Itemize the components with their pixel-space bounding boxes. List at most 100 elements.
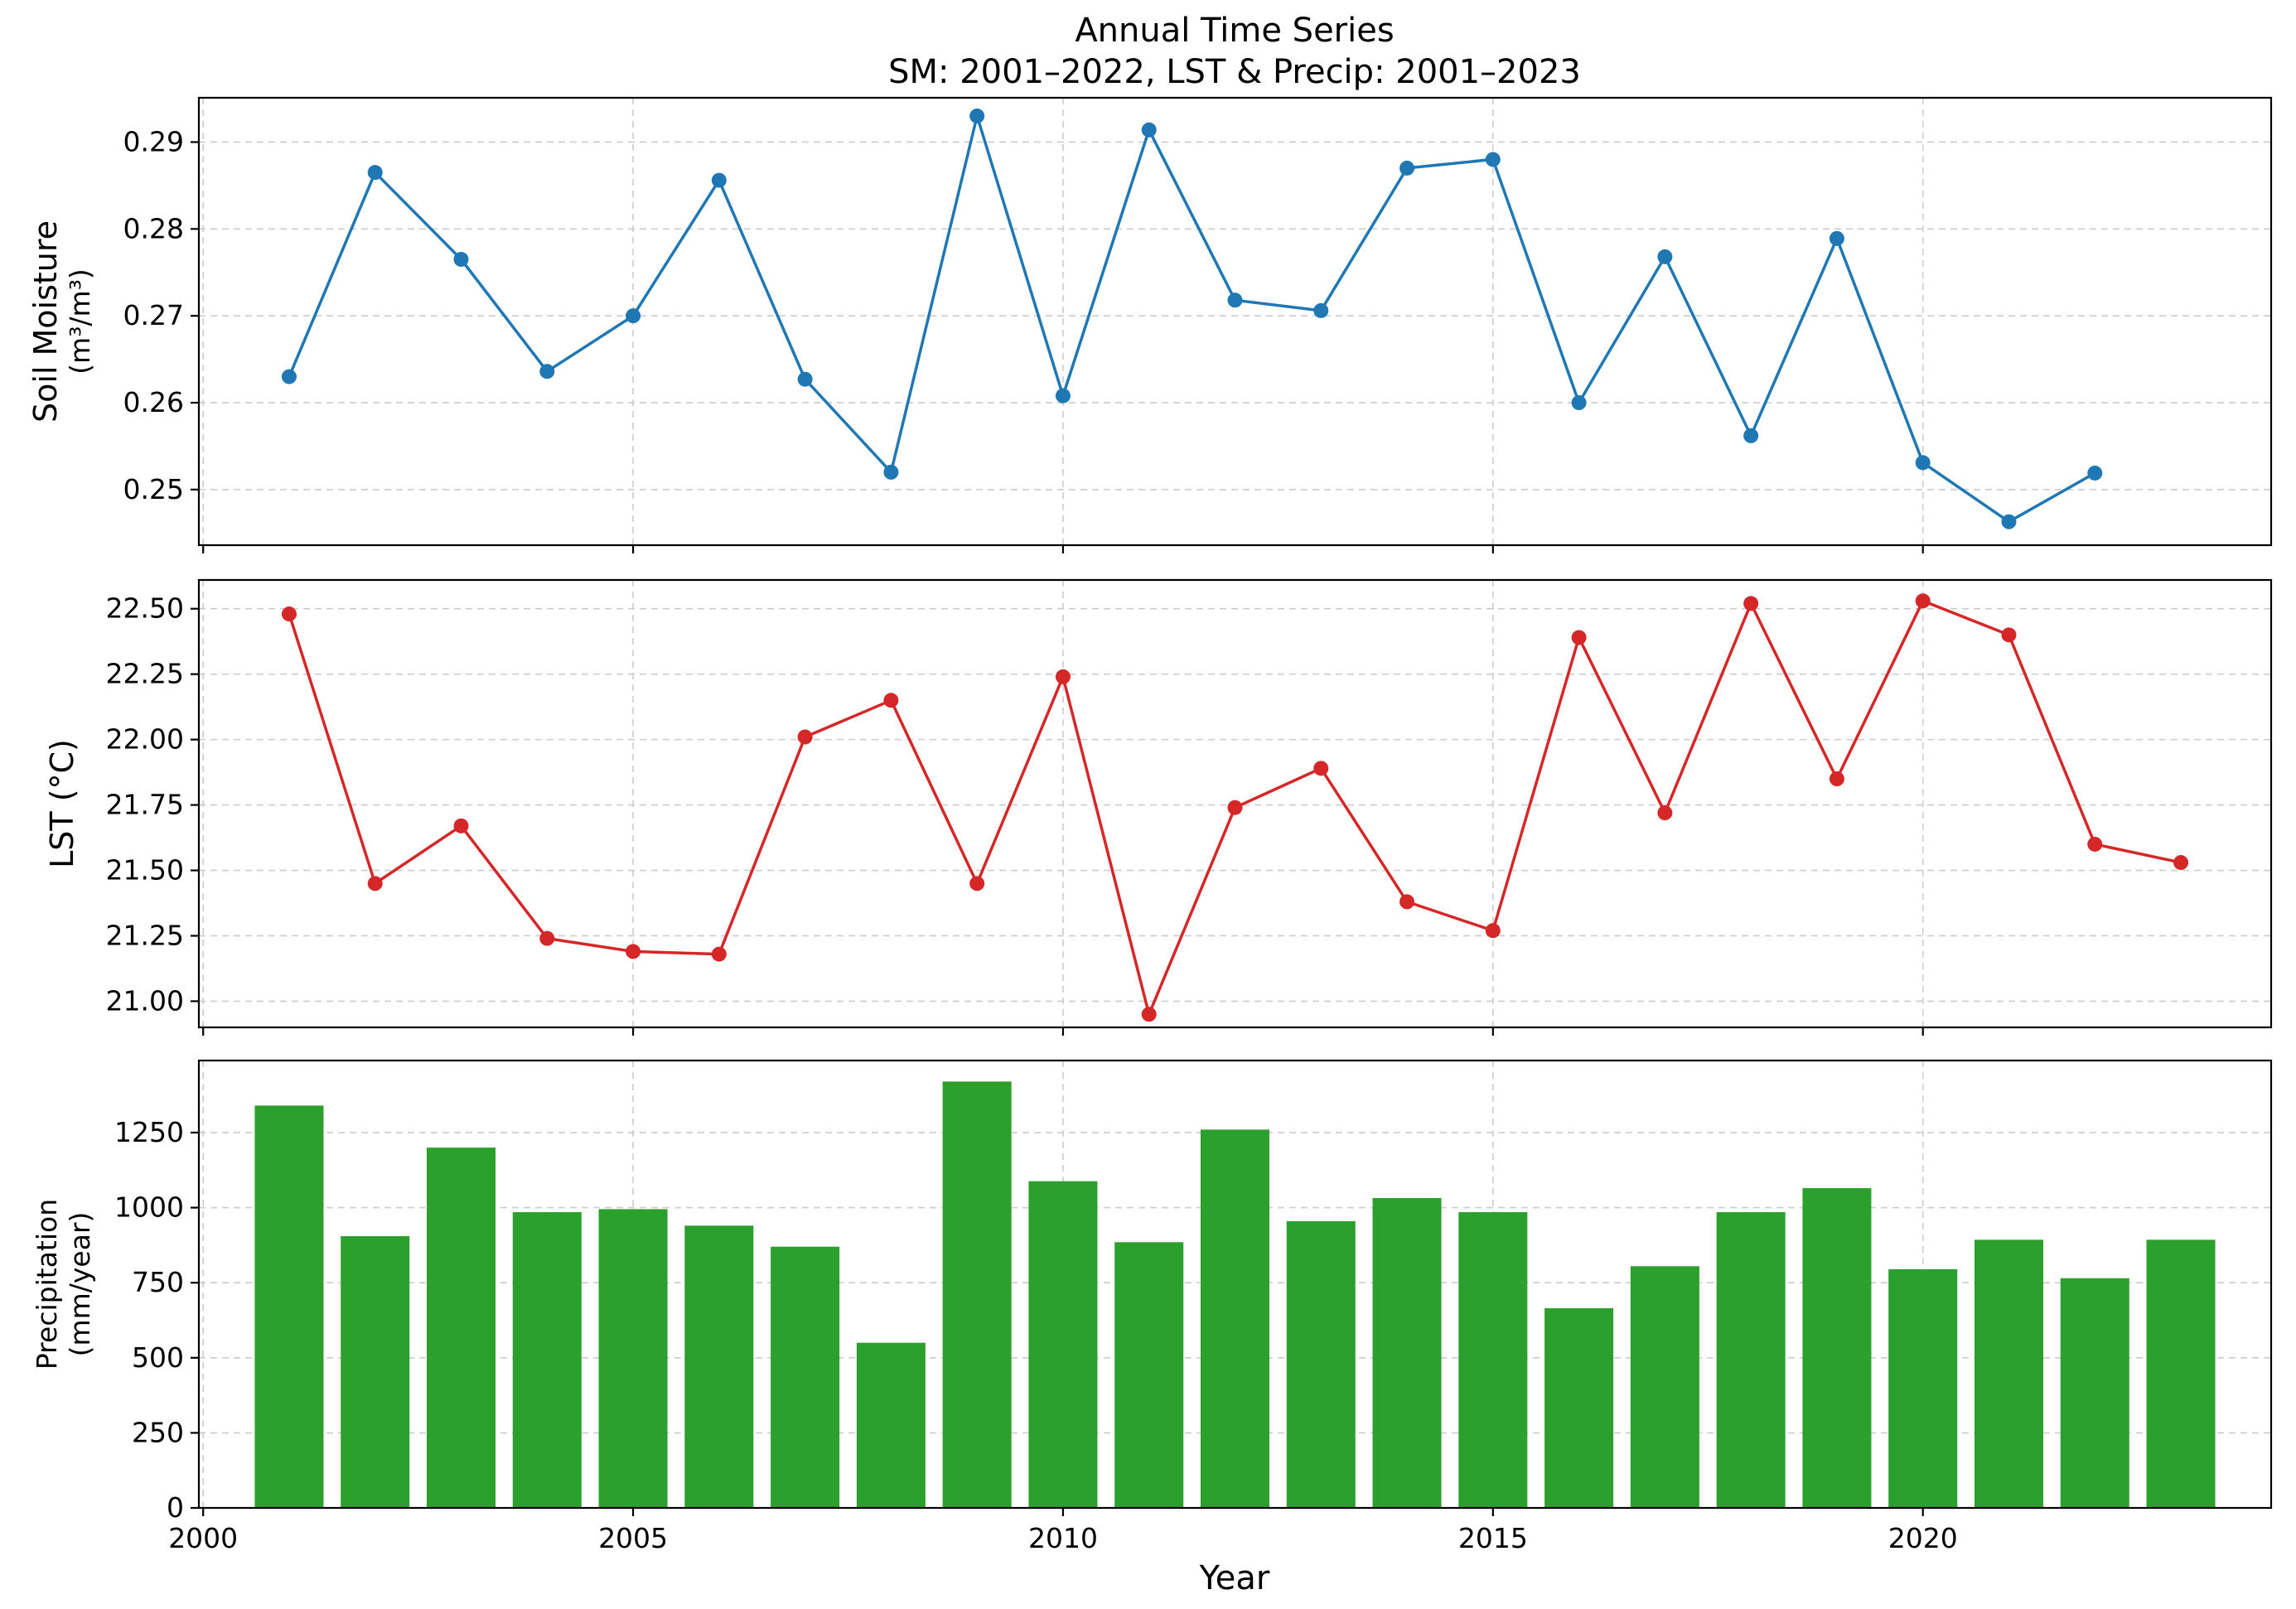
lst-panel: 21.00 21.25 21.50 21.75 22.00 22.25 22.50 LST (…: [44, 578, 2273, 1036]
lst-point-2019: [1829, 771, 1844, 786]
precip-bar-2018: [1716, 1212, 1786, 1508]
lst-ytick-label: 21.00: [106, 984, 184, 1017]
lst-point-2004: [539, 930, 555, 946]
sm-point-2001: [281, 369, 297, 384]
lst-point-2022: [2087, 836, 2103, 852]
lst-point-2003: [453, 818, 469, 833]
lst-point-2011: [1141, 1007, 1157, 1022]
sm-point-2022: [2087, 465, 2103, 481]
precip-bar-2017: [1630, 1266, 1699, 1508]
lst-ytick-label: 21.75: [106, 789, 184, 821]
precip-axes-frame: [197, 1059, 2273, 1510]
lst-ytick-label: 22.25: [106, 658, 184, 690]
xtick-label: 2005: [598, 1522, 668, 1554]
lst-point-2001: [281, 606, 297, 622]
lst-ytick-label: 22.50: [106, 592, 184, 625]
precip-bar-2020: [1888, 1268, 1958, 1508]
lst-point-2002: [367, 876, 383, 891]
lst-point-2012: [1227, 800, 1243, 815]
precip-bar-2012: [1200, 1129, 1270, 1508]
sm-point-2020: [1915, 455, 1931, 471]
sm-ytick-label: 0.27: [123, 299, 184, 331]
lst-point-2023: [2173, 855, 2189, 871]
sm-series-line: [288, 114, 2096, 524]
sm-point-2010: [1055, 388, 1071, 403]
xtick-label: 2010: [1028, 1522, 1098, 1554]
sm-point-2004: [539, 364, 555, 379]
precip-ytick-label: 1250: [114, 1116, 184, 1148]
precip-bar-2015: [1458, 1212, 1528, 1508]
chart-title-line1: Annual Time Series: [1075, 12, 1394, 50]
lst-point-2014: [1399, 894, 1415, 910]
sm-point-2015: [1485, 152, 1501, 167]
sm-point-2003: [453, 252, 469, 268]
precip-ytick-label: 0: [167, 1491, 184, 1524]
lst-point-2021: [2001, 627, 2017, 643]
precip-bar-2004: [512, 1212, 582, 1508]
chart-title-line2: SM: 2001–2022, LST & Precip: 2001–2023: [888, 53, 1581, 91]
sm-point-2014: [1399, 160, 1415, 176]
lst-point-2018: [1743, 596, 1759, 611]
sm-point-2007: [797, 371, 813, 387]
lst-point-2006: [711, 946, 727, 962]
sm-point-2008: [883, 464, 899, 480]
sm-point-2018: [1743, 428, 1759, 443]
lst-point-2007: [797, 729, 813, 745]
sm-point-2009: [969, 109, 985, 124]
xtick-label: 2020: [1888, 1522, 1958, 1554]
soil-moisture-panel: 0.25 0.26 0.27 0.28 0.29 Soil Moisture (m³/m³): [27, 96, 2273, 553]
sm-point-2011: [1141, 122, 1157, 138]
precip-bar-2007: [771, 1246, 840, 1508]
sm-ytick-label: 0.25: [123, 473, 184, 505]
xtick-label: 2015: [1458, 1522, 1528, 1554]
lst-ylabel: LST (°C): [44, 739, 80, 868]
sm-point-2006: [711, 172, 727, 188]
precip-ytick-label: 1000: [114, 1191, 184, 1224]
precip-bar-2014: [1372, 1197, 1442, 1508]
sm-ytick-label: 0.26: [123, 386, 184, 418]
lst-ytick-label: 21.25: [106, 919, 184, 951]
precip-bar-2023: [2146, 1239, 2216, 1508]
precipitation-panel: 0 250 500 750 1000 1250 2000 2005 2010 2015 2020 Pr…: [31, 1059, 2273, 1554]
lst-point-2008: [883, 693, 899, 708]
x-axis-label: Year: [1199, 1559, 1270, 1597]
sm-ylabel-units: (m³/m³): [64, 268, 96, 374]
sm-point-2017: [1657, 249, 1673, 264]
lst-point-2005: [626, 944, 641, 959]
lst-point-2010: [1055, 669, 1071, 684]
sm-axes-frame: [197, 96, 2273, 547]
lst-point-2016: [1571, 630, 1587, 645]
sm-ytick-label: 0.28: [123, 212, 184, 244]
precip-ylabel: Precipitation: [31, 1199, 63, 1370]
precip-ylabel-units: (mm/year): [64, 1212, 96, 1357]
sm-point-2016: [1571, 395, 1587, 411]
precip-ytick-label: 500: [132, 1341, 184, 1374]
sm-point-2013: [1313, 302, 1329, 318]
precip-bar-2019: [1802, 1188, 1872, 1508]
precip-bar-2003: [427, 1148, 496, 1508]
precip-bar-2010: [1028, 1181, 1098, 1508]
sm-ytick-label: 0.29: [123, 125, 184, 157]
lst-point-2017: [1657, 805, 1673, 821]
precip-bar-2008: [856, 1342, 926, 1508]
lst-ytick-label: 22.00: [106, 723, 184, 756]
sm-point-2021: [2001, 514, 2017, 529]
precip-bar-2021: [1974, 1239, 2043, 1508]
precip-bar-2002: [341, 1236, 410, 1508]
precip-bar-2006: [684, 1225, 754, 1508]
sm-point-2005: [626, 308, 641, 324]
precip-bar-2022: [2060, 1278, 2129, 1508]
precip-bar-2013: [1286, 1220, 1356, 1508]
sm-ylabel: Soil Moisture: [27, 220, 64, 423]
lst-axes-frame: [197, 578, 2273, 1029]
lst-ytick-label: 21.50: [106, 854, 184, 887]
precip-bar-2016: [1544, 1307, 1614, 1508]
precip-bar-2001: [254, 1105, 324, 1508]
lst-point-2009: [969, 876, 985, 891]
sm-point-2002: [367, 165, 383, 181]
lst-point-2015: [1485, 923, 1501, 939]
lst-point-2013: [1313, 761, 1329, 776]
lst-point-2020: [1915, 593, 1931, 609]
sm-point-2012: [1227, 292, 1243, 308]
